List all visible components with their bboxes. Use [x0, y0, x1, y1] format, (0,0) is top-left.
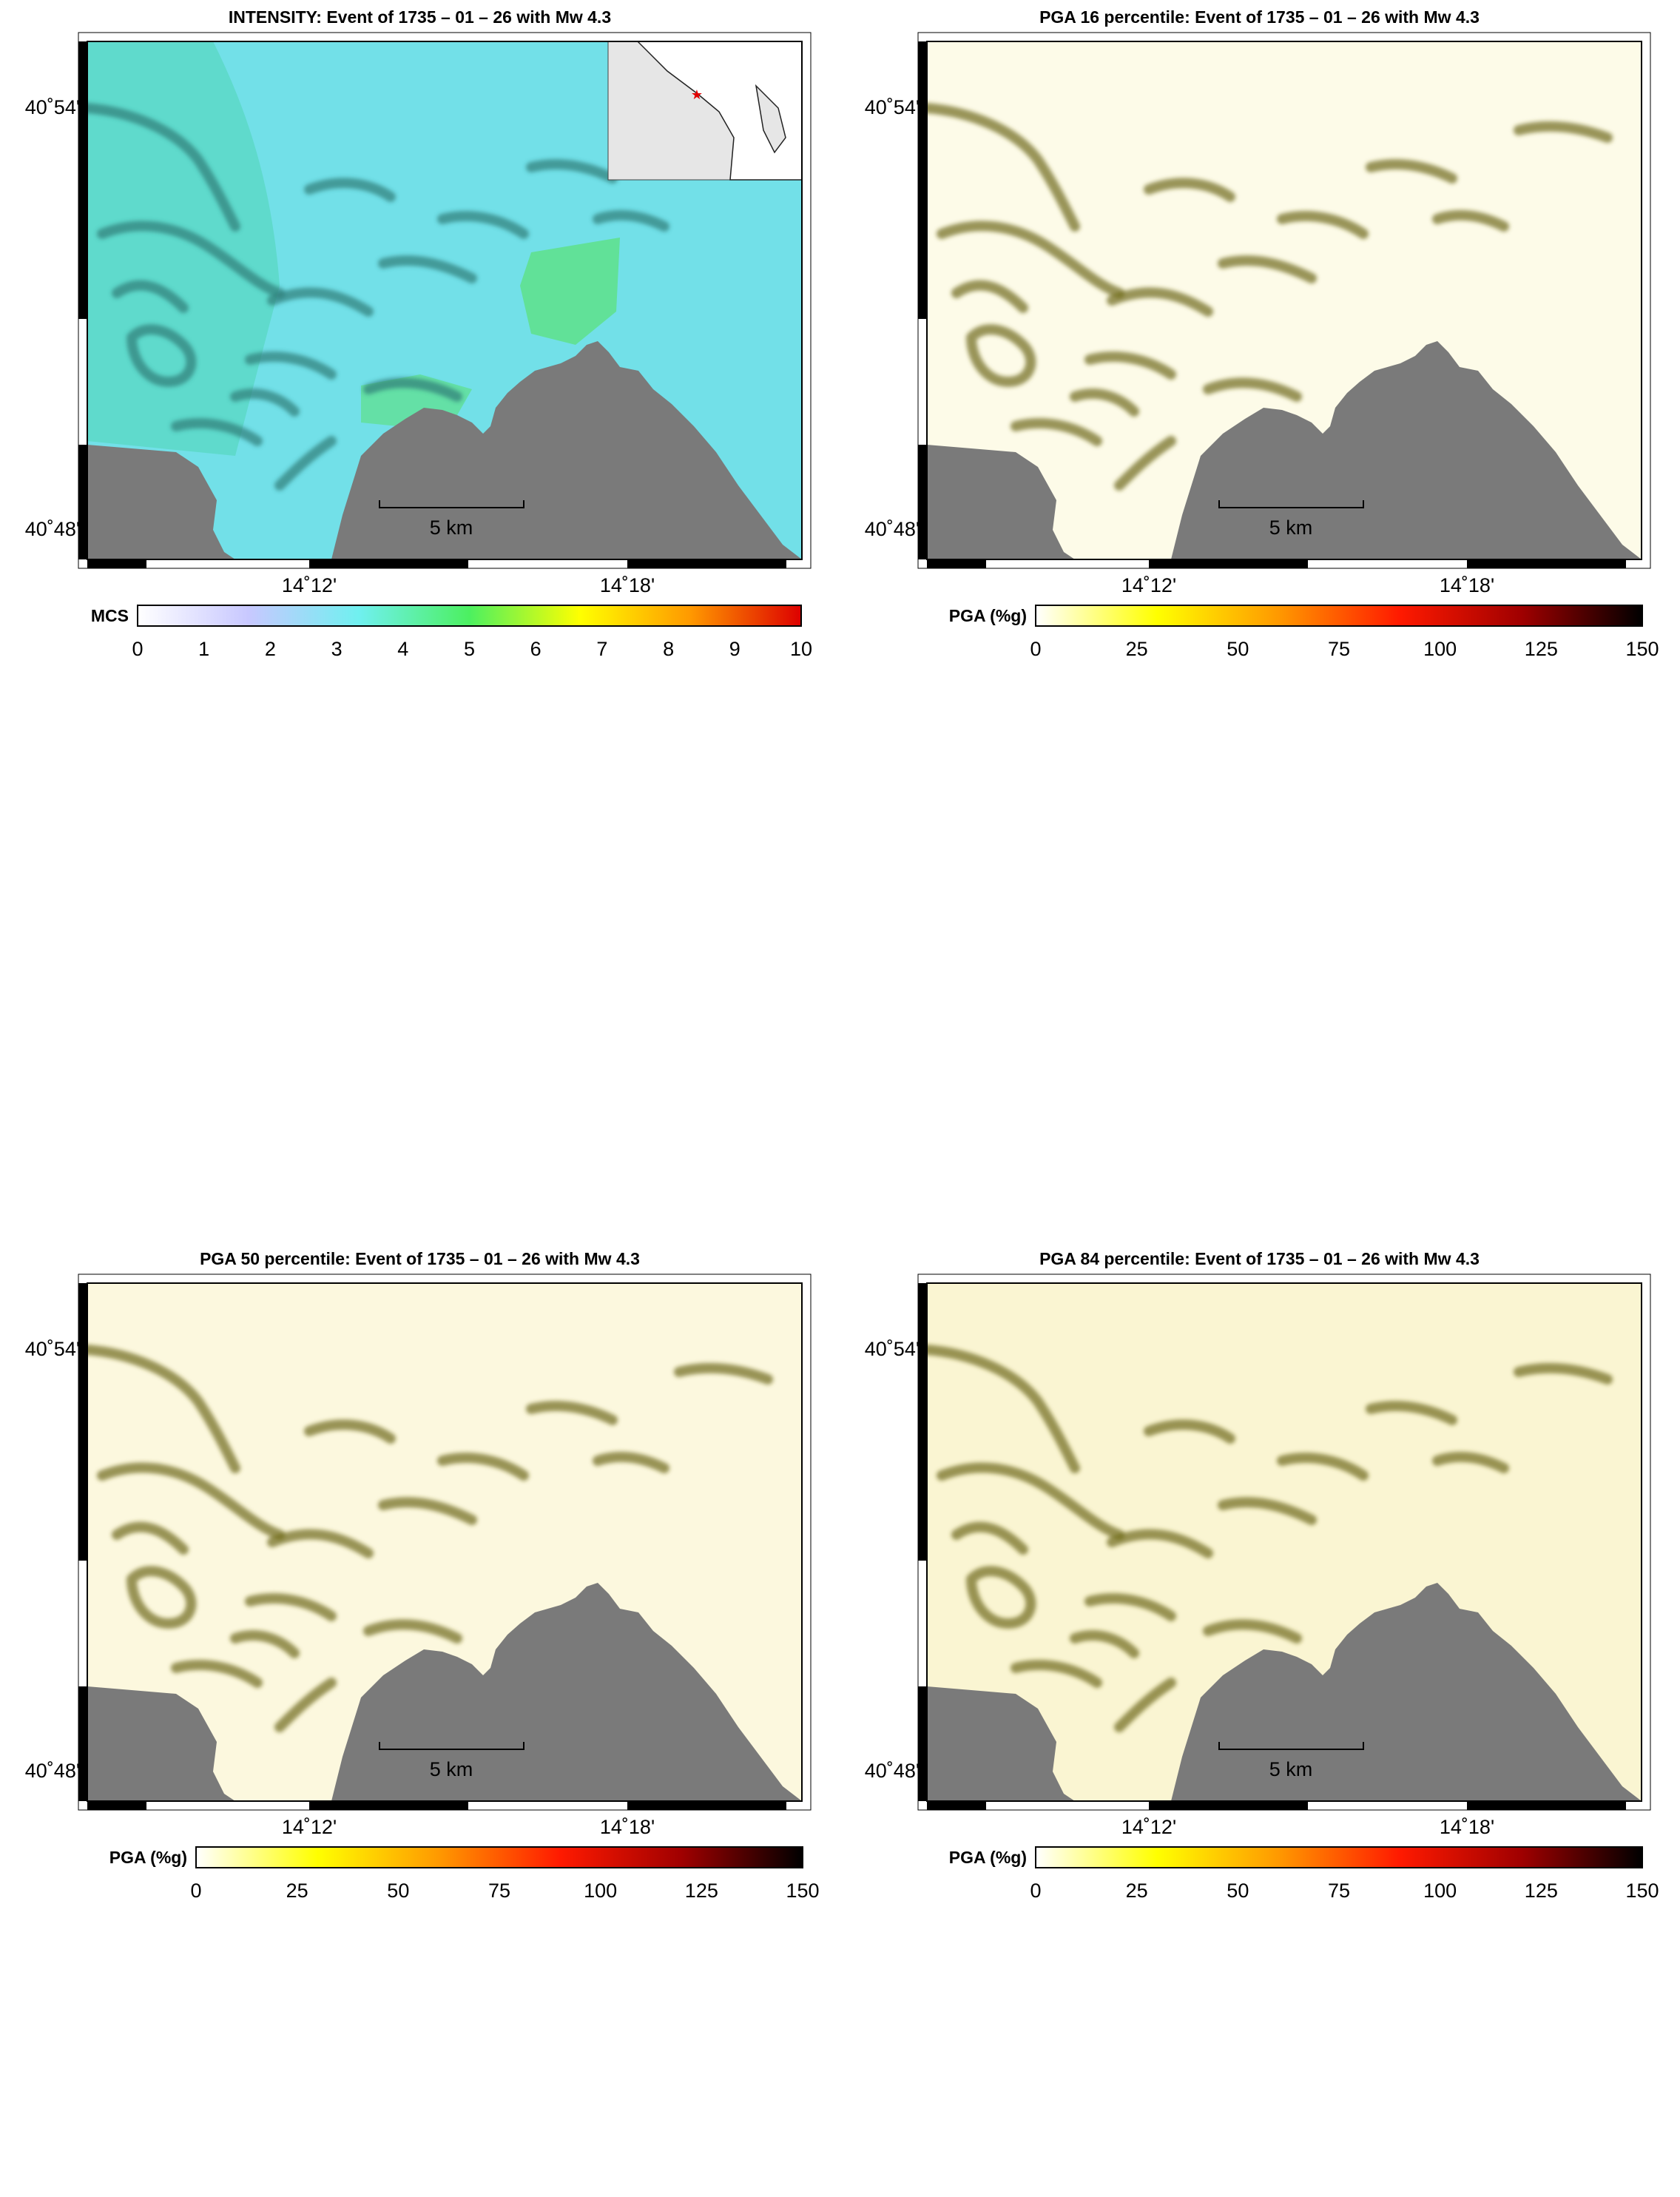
panel-title: INTENSITY: Event of 1735 – 01 – 26 with … — [228, 7, 612, 27]
colorbar-tick-label: 75 — [1327, 638, 1351, 660]
latitude-label: 40˚48' — [24, 1760, 80, 1782]
scale-bar — [379, 500, 524, 508]
colorbar-tick-label: 0 — [1030, 1880, 1042, 1902]
map-svg — [917, 32, 1651, 627]
longitude-label: 14˚12' — [281, 1816, 337, 1838]
latitude-label: 40˚48' — [864, 518, 920, 540]
epicenter-star-icon: ★ — [691, 87, 703, 102]
scale-bar — [379, 1742, 524, 1750]
colorbar-tick-label: 25 — [1125, 1880, 1148, 1902]
longitude-label: 14˚18' — [1439, 574, 1495, 596]
sea-area — [927, 1583, 1642, 1801]
colorbar-tick-label: 125 — [1524, 638, 1558, 660]
colorbar-tick-label: 150 — [1625, 1880, 1659, 1902]
colorbar — [1035, 605, 1643, 627]
colorbar-tick-label: 50 — [387, 1880, 410, 1902]
inset-map: ★ — [607, 41, 803, 181]
map-panel-pga50: PGA 50 percentile: Event of 1735 – 01 – … — [0, 1242, 840, 2197]
colorbar-tick-label: 150 — [786, 1880, 820, 1902]
colorbar-tick-label: 25 — [286, 1880, 308, 1902]
colorbar-tick-label: 75 — [1327, 1880, 1351, 1902]
colorbar-tick-label: 25 — [1125, 638, 1148, 660]
colorbar-tick-label: 5 — [463, 638, 476, 660]
colorbar-tick-label: 0 — [1030, 638, 1042, 660]
scale-bar-label: 5 km — [429, 517, 473, 539]
colorbar-tick-label: 0 — [190, 1880, 202, 1902]
colorbar-title: PGA (%g) — [948, 606, 1027, 625]
colorbar — [137, 605, 802, 627]
colorbar-tick-label: 6 — [530, 638, 542, 660]
colorbar-tick-label: 8 — [663, 638, 675, 660]
longitude-label: 14˚12' — [1121, 574, 1177, 596]
hillshade — [922, 1345, 1613, 1732]
colorbar-tick-label: 125 — [684, 1880, 718, 1902]
colorbar-tick-label: 10 — [789, 638, 813, 660]
colorbar-tick-label: 1 — [198, 638, 210, 660]
latitude-label: 40˚54' — [864, 1338, 920, 1360]
longitude-label: 14˚18' — [599, 1816, 655, 1838]
map-svg: ★ — [78, 32, 812, 627]
colorbar-tick-label: 7 — [596, 638, 608, 660]
longitude-label: 14˚18' — [1439, 1816, 1495, 1838]
colorbar-tick-label: 9 — [729, 638, 741, 660]
map-svg — [917, 1274, 1651, 1868]
scale-bar-label: 5 km — [1269, 517, 1313, 539]
longitude-label: 14˚18' — [599, 574, 655, 596]
map-panel-pga16: PGA 16 percentile: Event of 1735 – 01 – … — [840, 0, 1679, 955]
colorbar-title: PGA (%g) — [109, 1848, 187, 1867]
colorbar-tick-label: 50 — [1227, 1880, 1249, 1902]
colorbar-tick-label: 100 — [1423, 638, 1457, 660]
colorbar — [195, 1846, 803, 1868]
intensity-zone — [520, 238, 620, 345]
scale-bar — [1218, 1742, 1364, 1750]
colorbar-tick-label: 4 — [397, 638, 409, 660]
colorbar-tick-label: 0 — [132, 638, 144, 660]
map-svg — [78, 1274, 812, 1868]
latitude-label: 40˚54' — [24, 96, 80, 118]
scale-bar-label: 5 km — [1269, 1758, 1313, 1780]
hillshade — [82, 103, 773, 491]
colorbar-tick-label: 3 — [331, 638, 343, 660]
scale-bar — [1218, 500, 1364, 508]
sea-area — [87, 341, 802, 559]
colorbar-tick-label: 150 — [1625, 638, 1659, 660]
map-panel-pga84: PGA 84 percentile: Event of 1735 – 01 – … — [840, 1242, 1679, 2197]
colorbar — [1035, 1846, 1643, 1868]
colorbar-tick-label: 100 — [1423, 1880, 1457, 1902]
sea-area — [927, 341, 1642, 559]
scale-bar-label: 5 km — [429, 1758, 473, 1780]
colorbar-tick-label: 2 — [264, 638, 276, 660]
hillshade — [922, 103, 1613, 491]
latitude-label: 40˚54' — [24, 1338, 80, 1360]
colorbar-title: MCS — [90, 606, 129, 625]
latitude-label: 40˚54' — [864, 96, 920, 118]
latitude-label: 40˚48' — [24, 518, 80, 540]
longitude-label: 14˚12' — [281, 574, 337, 596]
panel-title: PGA 16 percentile: Event of 1735 – 01 – … — [1039, 7, 1480, 27]
colorbar-tick-label: 50 — [1227, 638, 1249, 660]
colorbar-tick-label: 125 — [1524, 1880, 1558, 1902]
latitude-label: 40˚48' — [864, 1760, 920, 1782]
colorbar-tick-label: 100 — [584, 1880, 618, 1902]
longitude-label: 14˚12' — [1121, 1816, 1177, 1838]
panel-title: PGA 50 percentile: Event of 1735 – 01 – … — [200, 1249, 640, 1268]
map-panel-intensity: INTENSITY: Event of 1735 – 01 – 26 with … — [0, 0, 840, 955]
colorbar-title: PGA (%g) — [948, 1848, 1027, 1867]
panel-title: PGA 84 percentile: Event of 1735 – 01 – … — [1039, 1249, 1480, 1268]
sea-area — [87, 1583, 802, 1801]
colorbar-tick-label: 75 — [488, 1880, 511, 1902]
hillshade — [82, 1345, 773, 1732]
